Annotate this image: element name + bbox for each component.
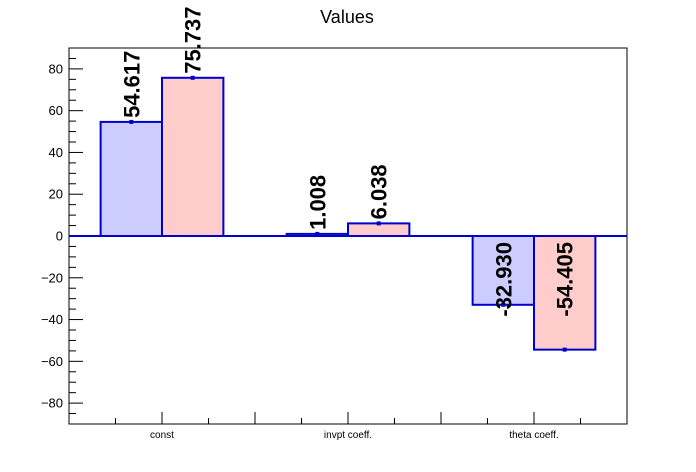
bar-end-marker [376,221,381,226]
x-category-label: const [150,430,174,441]
y-tick-label: −20 [41,270,63,285]
data-label: -32.930 [491,242,516,317]
bar-end-marker [315,231,320,236]
bar-end-marker [562,347,567,352]
bar-end-marker [129,119,134,124]
y-tick-label: 40 [49,145,63,160]
x-category-label: theta coeff. [509,430,558,441]
bar [99,120,164,237]
y-tick-label: −60 [41,354,63,369]
x-axis: const invpt coeff. theta coeff. [68,412,628,441]
chart-title: Values [320,7,374,27]
bar [533,235,597,351]
bar-end-marker [190,75,195,80]
y-tick-label: 80 [49,61,63,76]
y-tick-label: 20 [49,187,63,202]
data-label: 54.617 [119,51,144,118]
bar-end-marker [501,302,506,307]
data-label: 1.008 [305,175,330,230]
data-label: 6.038 [367,164,392,219]
data-label: -54.405 [553,242,578,317]
x-category-label: invpt coeff. [324,430,372,441]
y-axis: −80 −60 −40 −20 0 20 40 60 80 [41,47,83,425]
bars [99,75,597,352]
data-label: 75.737 [181,6,206,73]
y-tick-label: −40 [41,312,63,327]
y-tick-label: −80 [41,396,63,411]
data-labels: 54.617 1.008 -32.930 75.737 6.038 -54.405 [119,6,577,316]
y-tick-label: 0 [56,229,63,244]
y-tick-label: 60 [49,103,63,118]
bar [161,76,225,237]
